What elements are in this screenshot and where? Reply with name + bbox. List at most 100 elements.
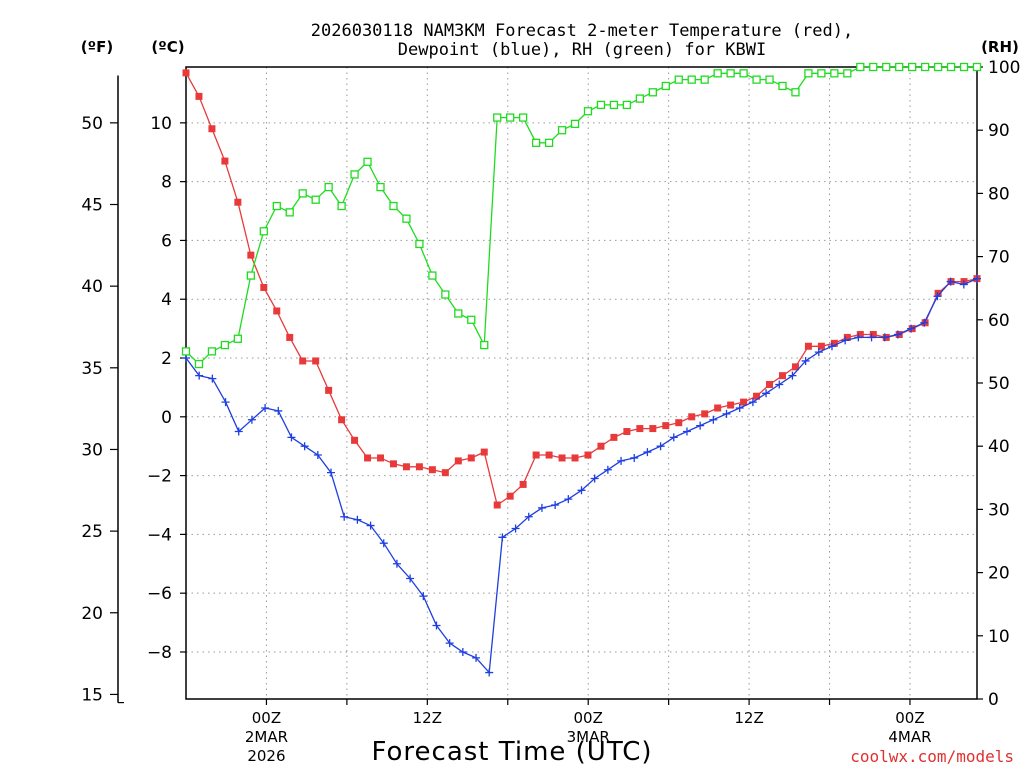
watermark: coolwx.com/models — [850, 747, 1014, 766]
dewpoint-point — [617, 456, 626, 465]
rh-point — [674, 75, 683, 84]
rh-tick-label: 0 — [988, 690, 999, 710]
rh-point — [946, 62, 956, 72]
dewpoint-point — [920, 318, 929, 327]
x-axis-title: Forecast Time (UTC) — [371, 737, 652, 767]
temperature-point — [532, 451, 540, 459]
rh-point — [765, 75, 774, 84]
rh-point — [661, 81, 670, 91]
dewpoint-point — [537, 503, 546, 512]
plot-frame — [185, 66, 978, 700]
rh-point — [415, 239, 424, 249]
x-tick-label: 12Z — [413, 709, 442, 727]
temperature-point — [727, 401, 735, 409]
rh-tick-label: 80 — [988, 184, 1010, 204]
fahrenheit-tick-label: 45 — [81, 196, 103, 216]
dewpoint-point — [880, 333, 889, 342]
rh-point — [402, 214, 411, 223]
rh-line — [185, 66, 977, 365]
temperature-point — [545, 451, 553, 459]
rh-point — [622, 100, 632, 110]
temperature-point — [402, 463, 410, 471]
rh-point — [441, 290, 450, 299]
rh-tick-label: 100 — [988, 58, 1020, 78]
dewpoint-point — [788, 371, 797, 380]
dewpoint-point — [432, 621, 441, 630]
rh-point — [454, 309, 463, 318]
temperature-point — [351, 436, 359, 444]
rh-point — [752, 75, 761, 84]
rh-point — [726, 69, 735, 78]
rh-point — [713, 69, 722, 78]
celsius-tick-label: −4 — [147, 525, 172, 545]
dewpoint-point — [195, 371, 204, 380]
temperature-point — [636, 425, 644, 433]
temperature-point — [623, 428, 631, 436]
temperature-point — [519, 480, 527, 488]
dewpoint-point — [366, 521, 375, 530]
rh-point — [830, 69, 839, 78]
celsius-tick-label: −2 — [147, 467, 172, 487]
rh-point — [207, 347, 217, 356]
dewpoint-point — [656, 442, 665, 451]
dewpoint-point — [313, 451, 322, 460]
rh-point — [376, 182, 385, 192]
temperature-point — [364, 454, 372, 462]
rh-point — [869, 62, 878, 72]
rh-point — [298, 189, 307, 198]
temperature-point — [221, 157, 229, 165]
rh-point — [791, 88, 800, 97]
celsius-unit-label: (ºC) — [151, 38, 184, 56]
dewpoint-point — [867, 333, 876, 342]
temperature-point — [778, 372, 786, 380]
rh-point — [908, 62, 917, 72]
rh-point — [518, 113, 528, 122]
rh-point — [246, 271, 255, 280]
dewpoint-point — [327, 468, 336, 477]
rh-point — [493, 113, 502, 122]
temperature-point — [389, 460, 397, 468]
dewpoint-point — [814, 348, 823, 357]
dewpoint-point — [234, 427, 243, 436]
temperature-point — [856, 330, 864, 338]
temperature-point — [662, 422, 670, 430]
fahrenheit-tick-label: 20 — [81, 604, 103, 624]
celsius-tick-label: −8 — [147, 643, 172, 663]
rh-tick-label: 20 — [988, 564, 1010, 584]
dewpoint-point — [682, 427, 691, 436]
dewpoint-point — [445, 639, 454, 648]
chart-title-line1: 2026030118 NAM3KM Forecast 2-meter Tempe… — [311, 21, 853, 41]
temperature-point — [195, 92, 203, 100]
rh-point — [778, 81, 787, 91]
rh-point — [739, 69, 748, 78]
rh-point — [181, 347, 191, 356]
rh-point — [272, 201, 281, 211]
temperature-point — [377, 454, 385, 462]
temperature-point — [415, 463, 423, 471]
temperature-point — [467, 454, 475, 462]
temperature-point — [441, 469, 449, 477]
dewpoint-point — [854, 333, 863, 342]
rh-point — [596, 100, 606, 110]
dewpoint-point — [340, 512, 349, 521]
dewpoint-point — [841, 336, 850, 345]
dewpoint-point — [973, 274, 981, 283]
rh-point — [285, 208, 294, 217]
dewpoint-point — [735, 403, 744, 412]
rh-point — [972, 62, 982, 72]
temperature-point — [675, 419, 683, 427]
rh-point — [570, 119, 580, 129]
temperature-point — [688, 413, 696, 421]
rh-point — [804, 69, 813, 78]
temperature-point — [506, 492, 514, 500]
dewpoint-point — [696, 421, 705, 430]
dewpoint-point — [827, 342, 836, 351]
rh-tick-label: 90 — [988, 121, 1010, 141]
dewpoint-point — [551, 500, 560, 509]
dewpoint-point — [577, 486, 586, 495]
temperature-point — [247, 251, 255, 259]
dewpoint-point — [353, 515, 362, 524]
dewpoint-point — [379, 539, 388, 548]
dewpoint-point — [287, 433, 296, 442]
dewpoint-point — [511, 524, 520, 533]
